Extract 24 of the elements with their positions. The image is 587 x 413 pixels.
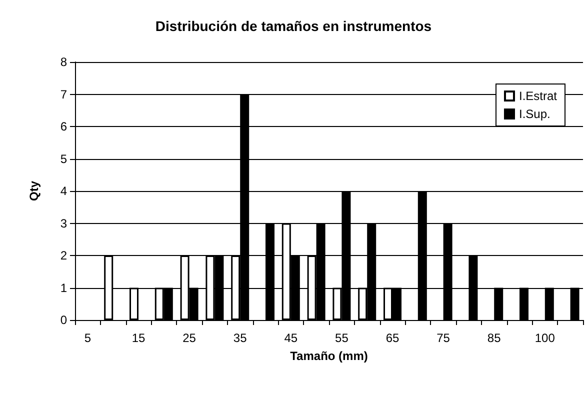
x-tick-label: 45 bbox=[284, 331, 298, 345]
y-tick-label: 8 bbox=[60, 55, 68, 69]
x-tick-label: 55 bbox=[335, 331, 349, 345]
legend-label: I.Estrat bbox=[518, 89, 558, 103]
y-tick-label: 4 bbox=[60, 184, 68, 198]
x-tick-label: 85 bbox=[487, 331, 502, 345]
x-tick-label: 100 bbox=[534, 331, 556, 345]
x-tick-label: 5 bbox=[84, 331, 92, 345]
y-tick-label: 6 bbox=[60, 120, 68, 134]
x-tick-label: 75 bbox=[436, 331, 450, 345]
x-tick-label: 15 bbox=[132, 331, 146, 345]
y-tick-label: 3 bbox=[60, 216, 68, 230]
y-axis-title: Qty bbox=[27, 180, 41, 202]
y-tick-label: 0 bbox=[60, 313, 68, 327]
y-tick-label: 1 bbox=[60, 280, 68, 295]
chart-title: Distribución de tamaños en instrumentos bbox=[155, 18, 432, 34]
x-tick-label: 35 bbox=[233, 331, 248, 345]
y-tick-label: 5 bbox=[60, 152, 68, 166]
y-tick-label: 7 bbox=[60, 87, 68, 102]
x-tick-label: 25 bbox=[182, 331, 196, 345]
legend-label: I.Sup. bbox=[518, 107, 550, 121]
x-tick-label: 65 bbox=[386, 331, 400, 345]
y-tick-label: 2 bbox=[60, 248, 68, 262]
x-axis-title: Tamaño (mm) bbox=[290, 349, 368, 363]
